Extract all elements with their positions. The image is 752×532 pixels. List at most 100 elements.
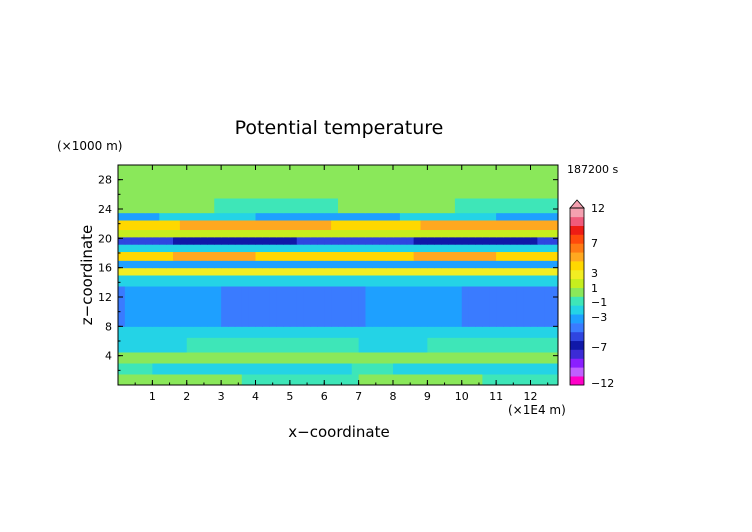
heatmap-cell [152, 352, 160, 364]
heatmap-cell [118, 286, 126, 327]
heatmap-cell [186, 363, 195, 375]
y-tick-label: 28 [98, 174, 112, 187]
heatmap-cell [386, 229, 394, 238]
heatmap-cell [207, 198, 215, 214]
heatmap-cell [173, 275, 181, 287]
heatmap-cell [152, 244, 160, 253]
heatmap-cell [186, 260, 195, 269]
heatmap-cell [283, 244, 291, 253]
heatmap-cell [372, 352, 380, 364]
heatmap-cell [186, 374, 195, 386]
heatmap-cell [530, 363, 538, 375]
heatmap-cell [255, 165, 263, 199]
heatmap-cell [283, 352, 291, 364]
heatmap-cell [406, 212, 415, 221]
heatmap-cell [234, 352, 243, 364]
heatmap-cell [393, 236, 401, 245]
heatmap-cell [544, 251, 552, 261]
heatmap-cell [276, 251, 284, 261]
heatmap-cell [544, 326, 552, 338]
heatmap-cell [475, 212, 483, 221]
heatmap-cell [509, 326, 518, 338]
heatmap-cell [496, 352, 504, 364]
heatmap-cell [372, 244, 380, 253]
heatmap-cell [351, 236, 360, 245]
heatmap-cell [351, 363, 360, 375]
heatmap-cell [152, 326, 160, 338]
heatmap-cell [138, 244, 146, 253]
heatmap-cell [255, 236, 263, 245]
heatmap-cell [365, 352, 373, 364]
heatmap-cell [551, 220, 559, 231]
heatmap-cell [131, 229, 140, 238]
heatmap-cell [537, 267, 545, 276]
heatmap-cell [289, 267, 298, 276]
heatmap-cell [159, 212, 167, 221]
heatmap-cell [228, 286, 236, 327]
heatmap-cell [207, 286, 215, 327]
heatmap-cell [228, 212, 236, 221]
heatmap-cell [544, 198, 552, 214]
heatmap-cell [413, 244, 421, 253]
heatmap-cell [166, 337, 174, 353]
heatmap-cell [289, 275, 298, 287]
heatmap-cell [544, 229, 552, 238]
heatmap-cell [331, 165, 339, 199]
x-tick-label: 11 [489, 390, 503, 403]
heatmap-cell [234, 374, 243, 386]
heatmap-cell [434, 220, 442, 231]
heatmap-cell [214, 267, 222, 276]
heatmap-cell [358, 198, 366, 214]
heatmap-cell [434, 286, 442, 327]
heatmap-cell [179, 286, 188, 327]
heatmap-cell [303, 352, 311, 364]
heatmap-cell [393, 363, 401, 375]
heatmap-cell [331, 267, 339, 276]
heatmap-cell [496, 165, 504, 199]
heatmap-cell [468, 337, 476, 353]
heatmap-cell [234, 260, 243, 269]
heatmap-cell [193, 165, 201, 199]
heatmap-cell [166, 363, 174, 375]
heatmap-cell [283, 251, 291, 261]
colorbar-swatch [570, 323, 584, 333]
heatmap-cell [448, 337, 456, 353]
x-tick-label: 12 [524, 390, 538, 403]
heatmap-cell [468, 244, 476, 253]
heatmap-cell [530, 275, 538, 287]
heatmap-cell [138, 337, 146, 353]
heatmap-cell [269, 363, 277, 375]
heatmap-cell [544, 363, 552, 375]
heatmap-cell [551, 212, 559, 221]
heatmap-cell [523, 337, 531, 353]
heatmap-cell [399, 260, 408, 269]
heatmap-cell [551, 260, 559, 269]
heatmap-cell [489, 236, 497, 245]
heatmap-cell [503, 212, 511, 221]
heatmap-cell [234, 286, 243, 327]
heatmap-cell [221, 286, 229, 327]
heatmap-cell [530, 244, 538, 253]
heatmap-cell [482, 198, 490, 214]
heatmap-cell [496, 244, 504, 253]
heatmap-cell [262, 267, 270, 276]
heatmap-cell [296, 352, 305, 364]
heatmap-cell [386, 260, 394, 269]
heatmap-cell [344, 275, 353, 287]
heatmap-cell [379, 229, 387, 238]
heatmap-cell [118, 260, 126, 269]
heatmap-cell [166, 260, 174, 269]
heatmap-cell [317, 212, 325, 221]
heatmap-cell [289, 374, 298, 386]
heatmap-cell [241, 267, 250, 276]
heatmap-cell [186, 212, 195, 221]
heatmap-cell [379, 244, 387, 253]
heatmap-cell [530, 286, 538, 327]
heatmap-cell [228, 244, 236, 253]
heatmap-cell [166, 236, 174, 245]
heatmap-cell [496, 251, 504, 261]
heatmap-cell [166, 212, 174, 221]
heatmap-cell [344, 337, 353, 353]
heatmap-cell [145, 352, 153, 364]
heatmap-cell [434, 229, 442, 238]
